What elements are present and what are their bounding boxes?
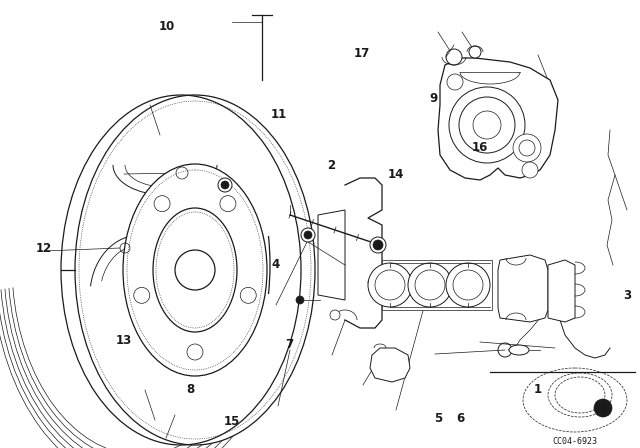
Circle shape xyxy=(154,196,170,211)
Text: 2: 2 xyxy=(328,159,335,172)
Circle shape xyxy=(301,228,315,242)
Circle shape xyxy=(373,240,383,250)
Circle shape xyxy=(459,97,515,153)
Circle shape xyxy=(449,87,525,163)
Text: 16: 16 xyxy=(472,141,488,155)
Circle shape xyxy=(330,310,340,320)
Circle shape xyxy=(446,49,462,65)
Circle shape xyxy=(375,270,405,300)
Circle shape xyxy=(415,270,445,300)
Text: 7: 7 xyxy=(285,338,293,352)
Circle shape xyxy=(240,287,256,303)
Text: 8: 8 xyxy=(187,383,195,396)
Ellipse shape xyxy=(123,164,267,376)
Circle shape xyxy=(221,181,229,189)
Circle shape xyxy=(453,270,483,300)
Circle shape xyxy=(519,140,535,156)
Text: 4: 4 xyxy=(271,258,279,271)
Circle shape xyxy=(446,263,490,307)
Ellipse shape xyxy=(509,345,529,355)
Ellipse shape xyxy=(523,368,627,432)
Text: 13: 13 xyxy=(115,334,132,347)
Circle shape xyxy=(220,196,236,211)
Text: 5: 5 xyxy=(435,412,442,426)
Circle shape xyxy=(134,287,150,303)
Text: 6: 6 xyxy=(457,412,465,426)
Circle shape xyxy=(594,399,612,417)
Ellipse shape xyxy=(548,373,612,417)
Ellipse shape xyxy=(75,95,315,445)
Ellipse shape xyxy=(153,208,237,332)
Text: 1: 1 xyxy=(534,383,541,396)
Text: 3: 3 xyxy=(623,289,631,302)
Text: 9: 9 xyxy=(430,92,438,105)
Circle shape xyxy=(296,296,304,304)
Circle shape xyxy=(218,178,232,192)
Circle shape xyxy=(304,231,312,239)
Text: CC04-6923: CC04-6923 xyxy=(552,437,598,446)
Text: 10: 10 xyxy=(158,20,175,34)
Circle shape xyxy=(175,250,215,290)
Text: 14: 14 xyxy=(387,168,404,181)
Circle shape xyxy=(473,111,501,139)
Circle shape xyxy=(447,74,463,90)
Polygon shape xyxy=(548,260,575,322)
Circle shape xyxy=(368,263,412,307)
Text: 15: 15 xyxy=(224,414,241,428)
Circle shape xyxy=(513,134,541,162)
Circle shape xyxy=(370,237,386,253)
Text: 11: 11 xyxy=(270,108,287,121)
Polygon shape xyxy=(498,255,548,322)
Polygon shape xyxy=(318,210,345,300)
Circle shape xyxy=(469,46,481,58)
Bar xyxy=(382,260,492,310)
Circle shape xyxy=(408,263,452,307)
Text: 12: 12 xyxy=(35,242,52,255)
Polygon shape xyxy=(438,58,558,180)
Circle shape xyxy=(522,162,538,178)
Polygon shape xyxy=(370,348,410,382)
Text: 17: 17 xyxy=(353,47,370,60)
Circle shape xyxy=(187,344,203,360)
